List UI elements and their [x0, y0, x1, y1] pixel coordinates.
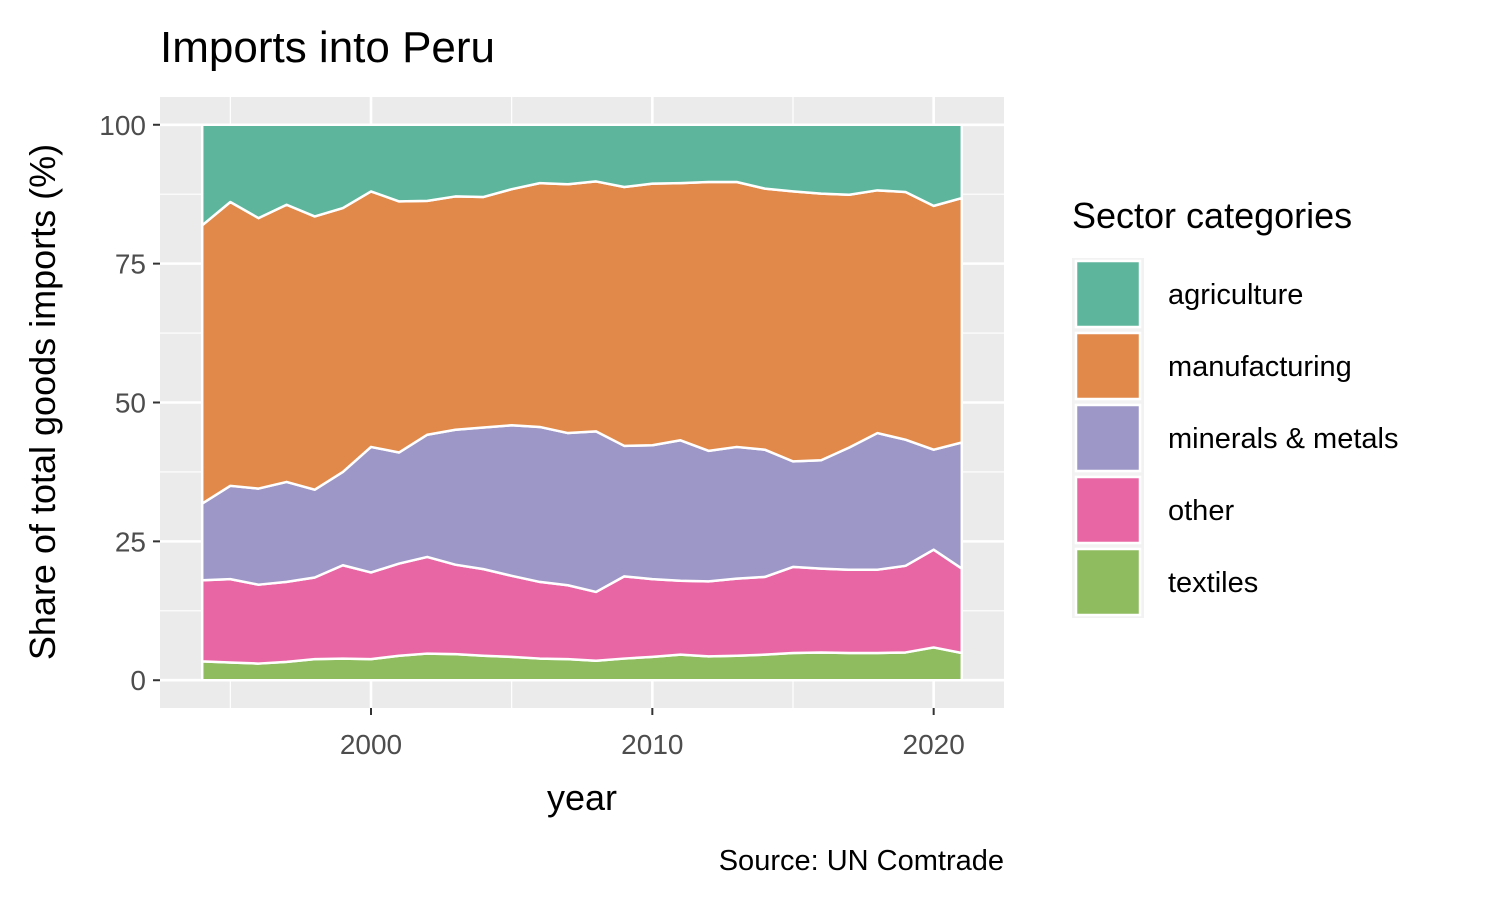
x-tick-label: 2020: [903, 729, 965, 760]
y-tick-label: 25: [115, 526, 146, 557]
legend-swatch-textiles: [1074, 547, 1142, 617]
legend-swatch-minerals-metals: [1074, 403, 1142, 473]
x-tick-label: 2010: [621, 729, 683, 760]
legend-label-manufacturing: manufacturing: [1168, 351, 1352, 383]
x-axis-title: year: [547, 777, 617, 818]
legend-swatch-manufacturing: [1074, 331, 1142, 401]
y-tick-label: 0: [130, 665, 146, 696]
legend-label-other: other: [1168, 495, 1234, 527]
legend-title: Sector categories: [1072, 195, 1352, 236]
legend-swatch-agriculture: [1074, 259, 1142, 329]
source-caption: Source: UN Comtrade: [719, 845, 1004, 877]
y-tick-label: 100: [99, 110, 146, 141]
legend-label-textiles: textiles: [1168, 567, 1258, 599]
stacked-areas: [200, 123, 964, 682]
legend-label-minerals-metals: minerals & metals: [1168, 423, 1398, 455]
axis-ticks: 0 25 50 75 100 2000 2010 2020: [99, 110, 965, 760]
y-tick-label: 50: [115, 388, 146, 419]
legend: agriculture manufacturing minerals & metal…: [1072, 258, 1398, 618]
y-axis-title: Share of total goods imports (%): [22, 144, 63, 660]
legend-swatch-other: [1074, 475, 1142, 545]
x-tick-label: 2000: [340, 729, 402, 760]
legend-label-agriculture: agriculture: [1168, 279, 1303, 311]
chart-title: Imports into Peru: [160, 23, 495, 72]
y-tick-label: 75: [115, 249, 146, 280]
area-agriculture: [200, 123, 964, 227]
